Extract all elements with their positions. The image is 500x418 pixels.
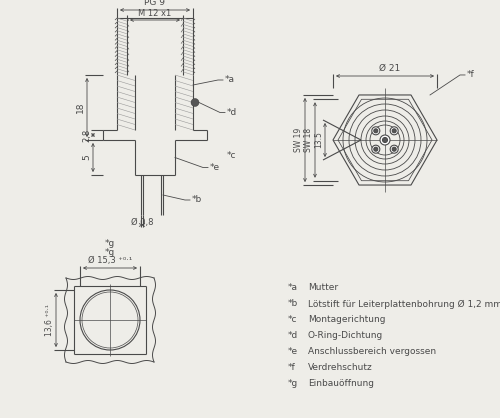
Circle shape [374,147,378,151]
Text: M 12 x1: M 12 x1 [138,9,172,18]
Circle shape [390,127,398,135]
Text: Ø 15,3 ⁺⁰·¹: Ø 15,3 ⁺⁰·¹ [88,256,132,265]
Text: *c: *c [227,150,236,160]
Circle shape [392,147,396,151]
Circle shape [390,145,398,153]
Text: Anschlussbereich vergossen: Anschlussbereich vergossen [308,347,436,357]
Text: *c: *c [288,316,298,324]
Text: 13,6 ⁺⁰·¹: 13,6 ⁺⁰·¹ [45,304,54,336]
Text: PG 9: PG 9 [144,0,166,7]
Circle shape [380,135,390,145]
Text: Lötstift für Leiterplattenbohrung Ø 1,2 mm: Lötstift für Leiterplattenbohrung Ø 1,2 … [308,299,500,308]
Text: 18: 18 [76,102,85,113]
Text: *e: *e [288,347,298,357]
Text: *a: *a [288,283,298,293]
Circle shape [382,138,388,143]
Text: *e: *e [210,163,220,172]
Circle shape [392,129,396,133]
Text: *a: *a [225,76,235,84]
Text: *g: *g [105,239,115,248]
Text: Ø 21: Ø 21 [380,64,400,73]
Text: *f: *f [288,364,296,372]
Text: O-Ring-Dichtung: O-Ring-Dichtung [308,331,384,341]
Text: *b: *b [288,300,298,308]
Circle shape [191,99,199,107]
Circle shape [372,127,380,135]
Text: Ø 0,8: Ø 0,8 [131,218,153,227]
Text: *b: *b [192,196,202,204]
Text: Montagerichtung: Montagerichtung [308,316,386,324]
Text: Verdrehschutz: Verdrehschutz [308,364,373,372]
Text: SW 18: SW 18 [304,128,313,152]
Text: Mutter: Mutter [308,283,338,293]
Text: 2,8: 2,8 [82,128,91,142]
Text: 5: 5 [82,155,91,161]
Text: *g: *g [105,248,115,257]
Text: *d: *d [227,108,237,117]
Text: *f: *f [467,71,475,79]
Text: SW 19: SW 19 [294,128,303,152]
Text: *g: *g [288,380,298,388]
Text: Einbauöffnung: Einbauöffnung [308,380,374,388]
Text: 13.5: 13.5 [314,132,323,148]
Circle shape [372,145,380,153]
Text: *d: *d [288,331,298,341]
Circle shape [374,129,378,133]
